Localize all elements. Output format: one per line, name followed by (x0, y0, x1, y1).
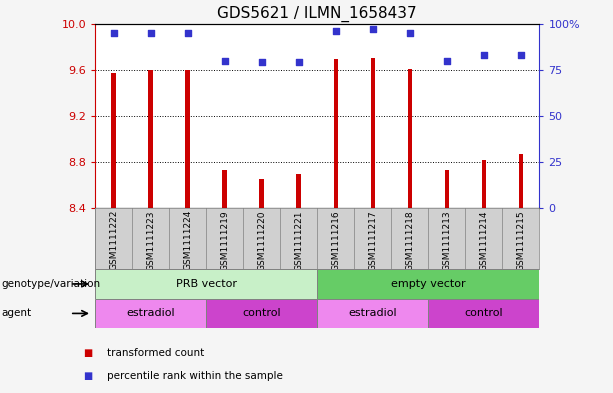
Text: GSM1111218: GSM1111218 (405, 210, 414, 271)
Text: ■: ■ (83, 371, 92, 381)
Text: GSM1111216: GSM1111216 (331, 210, 340, 271)
Text: ■: ■ (83, 348, 92, 358)
Bar (318, 299, 428, 328)
Text: GSM1111217: GSM1111217 (368, 210, 377, 271)
Point (109, 30, 118, 36)
Bar (206, 299, 318, 328)
Text: GSM1111213: GSM1111213 (443, 210, 451, 271)
Bar (408, 69, 412, 208)
Text: GSM1111220: GSM1111220 (257, 210, 266, 271)
Text: GSM1111215: GSM1111215 (516, 210, 525, 271)
Text: control: control (465, 309, 503, 318)
Bar (223, 170, 227, 208)
Text: agent: agent (1, 309, 31, 318)
Bar (112, 73, 116, 208)
Text: GSM1111221: GSM1111221 (294, 210, 303, 271)
Point (405, 30, 415, 36)
Text: GSM1111223: GSM1111223 (146, 210, 155, 271)
Point (479, 52, 489, 58)
Text: PRB vector: PRB vector (175, 279, 237, 289)
Point (516, 52, 526, 58)
Bar (95, 269, 318, 299)
Bar (444, 170, 449, 208)
Point (183, 30, 192, 36)
Text: GSM1111219: GSM1111219 (220, 210, 229, 271)
Text: percentile rank within the sample: percentile rank within the sample (107, 371, 283, 381)
Text: GSM1111224: GSM1111224 (183, 210, 192, 270)
Bar (428, 299, 539, 328)
Bar (333, 59, 338, 208)
Text: empty vector: empty vector (391, 279, 466, 289)
Point (294, 59, 303, 66)
Bar (297, 174, 301, 208)
Point (368, 26, 378, 32)
Bar (318, 269, 539, 299)
Text: estradiol: estradiol (126, 309, 175, 318)
Bar (519, 154, 523, 208)
Text: transformed count: transformed count (107, 348, 205, 358)
Point (442, 57, 452, 64)
Point (146, 30, 156, 36)
Bar (371, 58, 375, 208)
Bar (259, 180, 264, 208)
Text: control: control (242, 309, 281, 318)
Point (257, 59, 267, 66)
Point (331, 28, 341, 34)
Bar (482, 160, 486, 208)
Bar (148, 70, 153, 208)
Text: GSM1111214: GSM1111214 (479, 210, 489, 271)
Title: GDS5621 / ILMN_1658437: GDS5621 / ILMN_1658437 (218, 6, 417, 22)
Bar (95, 299, 206, 328)
Text: GSM1111222: GSM1111222 (109, 210, 118, 270)
Text: estradiol: estradiol (348, 309, 397, 318)
Text: genotype/variation: genotype/variation (1, 279, 101, 289)
Point (219, 57, 229, 64)
Bar (185, 70, 190, 208)
